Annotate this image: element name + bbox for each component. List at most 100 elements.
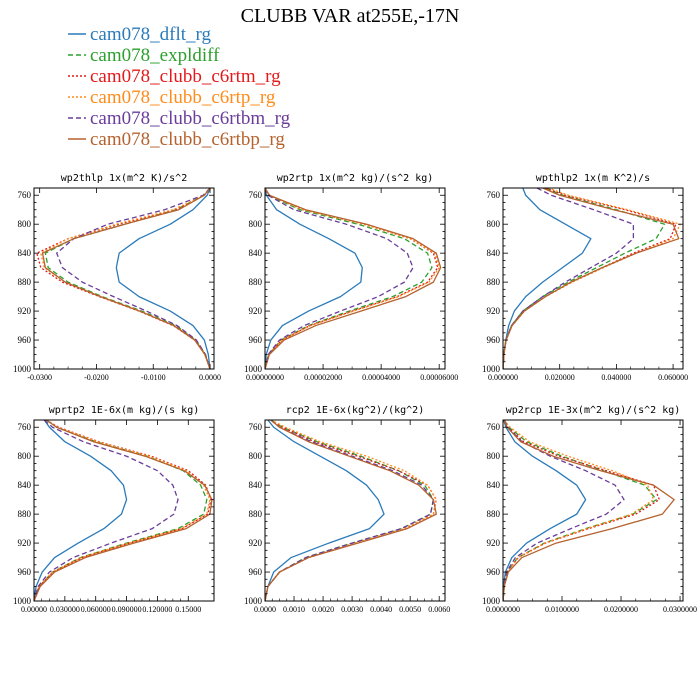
series-line-cam078-dflt-rg xyxy=(34,420,128,601)
series-group xyxy=(265,188,442,369)
x-tick-label: 0.040000 xyxy=(601,373,631,382)
y-tick-label: 880 xyxy=(18,509,32,519)
panel-wp2thlp: wp2thlp 1x(m^2 K)/s^2 760 800 840 880 920 960 1… xyxy=(13,173,221,382)
panel-wpthlp2: wpthlp2 1x(m K^2)/s 760 800 840 880 920 960 100… xyxy=(482,173,688,382)
legend-item-cam078-clubb-c6rtbp-rg: cam078_clubb_c6rtbp_rg xyxy=(68,129,285,150)
panel-title: wp2thlp 1x(m^2 K)/s^2 xyxy=(61,173,187,184)
legend-label: cam078_clubb_c6rtbp_rg xyxy=(90,129,285,150)
x-tick-label: 0.0200000 xyxy=(604,605,638,614)
y-tick-label: 1000 xyxy=(244,364,263,374)
series-line-cam078-clubb-c6rtbp-rg xyxy=(265,420,437,601)
series-line-cam078-clubb-c6rtbm-rg xyxy=(265,420,435,601)
y-tick-label: 920 xyxy=(249,306,263,316)
series-line-cam078-expldiff xyxy=(265,420,435,601)
y-tick-label: 960 xyxy=(487,335,501,345)
series-group xyxy=(503,188,681,369)
series-line-cam078-clubb-c6rtbp-rg xyxy=(265,188,442,369)
y-tick-label: 1000 xyxy=(482,364,501,374)
series-group xyxy=(265,420,437,601)
x-tick-label: 0.120000 xyxy=(142,605,172,614)
y-tick-label: 880 xyxy=(249,277,263,287)
legend-item-cam078-dflt-rg: cam078_dflt_rg xyxy=(68,24,212,45)
x-tick-label: 0.000000 xyxy=(488,373,518,382)
series-group xyxy=(36,188,211,369)
x-axis: 0.0000000 0.0100000 0.0200000 0.0300000 xyxy=(486,420,697,614)
x-tick-label: 0.060000 xyxy=(658,373,688,382)
y-tick-label: 880 xyxy=(487,509,501,519)
series-line-cam078-clubb-c6rtm-rg xyxy=(503,420,661,601)
y-axis: 760 800 840 880 920 960 1000 xyxy=(13,187,214,374)
y-tick-label: 840 xyxy=(249,480,263,490)
plot-frame xyxy=(33,187,215,370)
panel-title: wp2rcp 1E-3x(m^2 kg)/(s^2 kg) xyxy=(506,405,681,416)
x-tick-label: 0.0060 xyxy=(428,605,450,614)
y-axis: 760 800 840 880 920 960 1000 xyxy=(13,419,214,606)
x-tick-label: -0.0100 xyxy=(141,373,166,382)
y-tick-label: 880 xyxy=(249,509,263,519)
series-line-cam078-clubb-c6rtbm-rg xyxy=(34,420,179,601)
x-tick-label: 0.0000 xyxy=(254,605,276,614)
y-tick-label: 800 xyxy=(487,219,501,229)
y-tick-label: 760 xyxy=(249,190,263,200)
series-line-cam078-dflt-rg xyxy=(265,420,385,601)
legend-item-cam078-clubb-c6rtbm-rg: cam078_clubb_c6rtbm_rg xyxy=(68,108,291,129)
legend: cam078_dflt_rgcam078_expldiffcam078_club… xyxy=(68,24,291,150)
series-line-cam078-clubb-c6rtp-rg xyxy=(503,420,655,601)
y-tick-label: 760 xyxy=(18,190,32,200)
x-tick-label: 0.0010 xyxy=(283,605,305,614)
plot-frame xyxy=(264,187,446,370)
legend-label: cam078_dflt_rg xyxy=(90,24,212,45)
plot-frame xyxy=(502,419,684,602)
x-tick-label: 0.00000 xyxy=(21,605,47,614)
y-tick-label: 800 xyxy=(487,451,501,461)
y-tick-label: 920 xyxy=(487,306,501,316)
x-tick-label: 0.00004000 xyxy=(362,373,400,382)
x-tick-label: 0.030000 xyxy=(50,605,80,614)
series-line-cam078-clubb-c6rtp-rg xyxy=(265,420,437,601)
y-tick-label: 1000 xyxy=(482,596,501,606)
panel-title: rcp2 1E-6x(kg^2)/(kg^2) xyxy=(286,405,424,416)
x-axis: 0.00000 0.030000 0.060000 0.090000 0.120000 0… xyxy=(21,420,201,614)
y-tick-label: 760 xyxy=(18,422,32,432)
y-tick-label: 960 xyxy=(249,335,263,345)
y-tick-label: 960 xyxy=(18,335,32,345)
y-tick-label: 800 xyxy=(249,451,263,461)
plot-grid: wp2thlp 1x(m^2 K)/s^2 760 800 840 880 920 960 1… xyxy=(13,173,697,614)
legend-item-cam078-clubb-c6rtm-rg: cam078_clubb_c6rtm_rg xyxy=(68,66,281,87)
x-tick-label: 0.090000 xyxy=(112,605,142,614)
x-tick-label: 0.0030 xyxy=(341,605,363,614)
y-tick-label: 1000 xyxy=(244,596,263,606)
series-line-cam078-clubb-c6rtm-rg xyxy=(503,188,677,369)
y-tick-label: 920 xyxy=(18,538,32,548)
y-tick-label: 880 xyxy=(487,277,501,287)
legend-item-cam078-clubb-c6rtp-rg: cam078_clubb_c6rtp_rg xyxy=(68,87,276,108)
series-line-cam078-expldiff xyxy=(265,188,433,369)
series-line-cam078-clubb-c6rtbp-rg xyxy=(34,420,213,601)
panel-title: wprtp2 1E-6x(m kg)/(s kg) xyxy=(49,405,200,416)
x-axis: 0.000000 0.020000 0.040000 0.060000 xyxy=(488,188,688,382)
panel-wp2rcp: wp2rcp 1E-3x(m^2 kg)/(s^2 kg) 760 800 840 88… xyxy=(482,405,697,614)
y-tick-label: 880 xyxy=(18,277,32,287)
x-tick-label: 0.00000000 xyxy=(246,373,284,382)
y-tick-label: 760 xyxy=(249,422,263,432)
series-line-cam078-clubb-c6rtbm-rg xyxy=(503,188,635,369)
panel-title: wp2rtp 1x(m^2 kg)/(s^2 kg) xyxy=(277,173,434,184)
y-axis: 760 800 840 880 920 960 1000 xyxy=(482,419,683,606)
y-tick-label: 960 xyxy=(18,567,32,577)
x-tick-label: -0.0300 xyxy=(27,373,52,382)
legend-item-cam078-expldiff: cam078_expldiff xyxy=(68,45,220,66)
x-axis: 0.0000 0.0010 0.0020 0.0030 0.0040 0.0050 0.00… xyxy=(254,420,450,614)
y-tick-label: 800 xyxy=(18,451,32,461)
x-tick-label: 0.0300000 xyxy=(663,605,697,614)
figure-title: CLUBB VAR at255E,-17N xyxy=(241,5,460,27)
x-tick-label: 0.00002000 xyxy=(304,373,342,382)
y-tick-label: 920 xyxy=(249,538,263,548)
legend-label: cam078_clubb_c6rtm_rg xyxy=(90,66,281,87)
y-tick-label: 1000 xyxy=(13,596,32,606)
y-tick-label: 800 xyxy=(249,219,263,229)
series-line-cam078-dflt-rg xyxy=(115,188,211,369)
series-line-cam078-clubb-c6rtm-rg xyxy=(265,420,437,601)
x-tick-label: 0.0000 xyxy=(199,373,221,382)
plot-frame xyxy=(33,419,215,602)
